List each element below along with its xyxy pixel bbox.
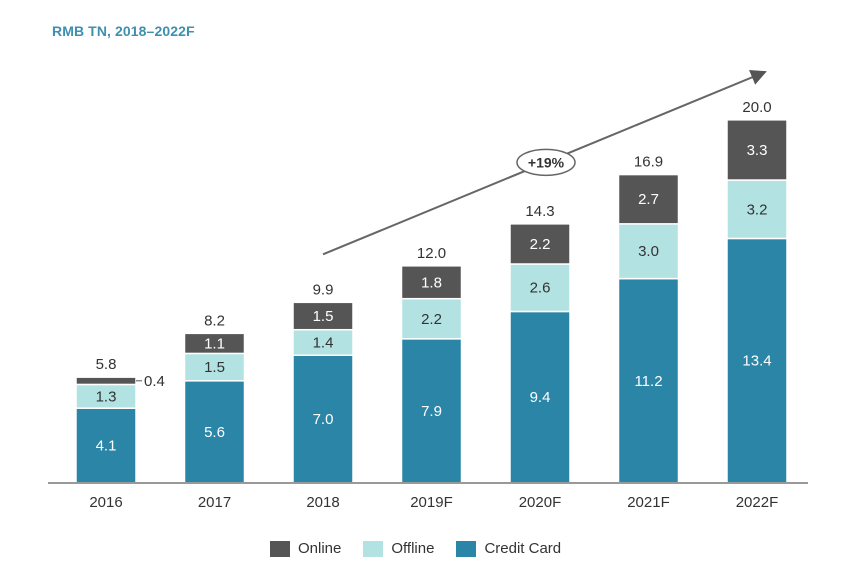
bar-segment-online-2020f bbox=[509, 223, 571, 265]
total-label-2017: 8.2 bbox=[204, 312, 225, 329]
cagr-label: +19% bbox=[528, 154, 565, 170]
legend-swatch-offline bbox=[363, 540, 384, 557]
segment-label-credit-card-2021f: 11.2 bbox=[634, 373, 662, 390]
x-tick-label-2018: 2018 bbox=[306, 494, 339, 511]
bar-segment-offline-2021f bbox=[617, 223, 680, 280]
legend-swatch-online bbox=[270, 540, 290, 557]
bar-segment-offline-2020f bbox=[509, 263, 571, 313]
total-labels: 5.8 8.2 9.9 12.0 14.3 16.9 20.0 bbox=[96, 99, 772, 373]
bar-segment-online-2019f bbox=[400, 265, 463, 300]
bar-segment-credit-card-2022f bbox=[726, 237, 788, 484]
segment-label-offline-2022f: 3.2 bbox=[747, 201, 768, 218]
legend-label-online: Online bbox=[298, 540, 342, 557]
segment-label-offline-2020f: 2.6 bbox=[530, 280, 551, 297]
segment-label-online-2017: 1.1 bbox=[204, 335, 225, 352]
segment-label-online-2016: 0.4 bbox=[144, 373, 165, 390]
segment-label-online-2019f: 1.8 bbox=[421, 274, 442, 291]
segment-label-online-2022f: 3.3 bbox=[747, 142, 768, 159]
x-tick-label-2021f: 2021F bbox=[627, 494, 670, 511]
segment-label-online-2020f: 2.2 bbox=[530, 236, 551, 253]
segment-label-online-2021f: 2.7 bbox=[638, 191, 659, 208]
x-tick-label-2017: 2017 bbox=[198, 494, 231, 511]
segment-label-credit-card-2016: 4.1 bbox=[96, 438, 117, 455]
segment-label-offline-2016: 1.3 bbox=[96, 388, 117, 405]
total-label-2020f: 14.3 bbox=[525, 203, 554, 220]
chart-subtitle: RMB TN, 2018–2022F bbox=[52, 23, 195, 39]
bar-segment-online-2022f bbox=[726, 119, 788, 181]
bar-segment-online-2016 bbox=[75, 376, 137, 386]
total-label-2022f: 20.0 bbox=[742, 99, 771, 116]
bar-segment-online-2021f bbox=[617, 173, 680, 225]
legend-item-credit-card: Credit Card bbox=[456, 540, 561, 557]
bar-segment-credit-card-2018 bbox=[292, 354, 354, 484]
x-tick-label-2020f: 2020F bbox=[519, 494, 562, 511]
segment-label-credit-card-2019f: 7.9 bbox=[421, 403, 442, 420]
x-tick-label-2016: 2016 bbox=[89, 494, 122, 511]
cagr-badge bbox=[516, 148, 576, 177]
bar-segment-credit-card-2020f bbox=[509, 310, 571, 484]
x-tick-label-2022f: 2022F bbox=[736, 494, 779, 511]
legend-item-online: Online bbox=[270, 540, 341, 557]
x-tick-label-2019f: 2019F bbox=[410, 494, 453, 511]
legend: Online Offline Credit Card bbox=[270, 540, 583, 557]
total-label-2021f: 16.9 bbox=[634, 154, 663, 171]
segment-label-credit-card-2022f: 13.4 bbox=[742, 353, 771, 370]
legend-label-offline: Offline bbox=[391, 540, 435, 557]
segment-label-online-2018: 1.5 bbox=[313, 308, 334, 325]
bar-segment-credit-card-2016 bbox=[75, 407, 137, 484]
segment-label-credit-card-2017: 5.6 bbox=[204, 424, 225, 441]
bar-segment-offline-2019f bbox=[400, 297, 463, 340]
bar-segment-online-2018 bbox=[292, 301, 354, 331]
legend-item-offline: Offline bbox=[363, 540, 434, 557]
growth-annotation: +19% bbox=[322, 69, 767, 256]
bar-segment-online-2017 bbox=[183, 332, 246, 355]
segment-label-offline-2017: 1.5 bbox=[204, 359, 225, 376]
segment-label-credit-card-2020f: 9.4 bbox=[530, 389, 551, 406]
total-label-2018: 9.9 bbox=[313, 281, 334, 298]
bar-segment-offline-2018 bbox=[292, 328, 354, 357]
segment-label-offline-2021f: 3.0 bbox=[638, 243, 659, 260]
legend-swatch-credit-card bbox=[456, 540, 477, 557]
total-label-2016: 5.8 bbox=[96, 356, 117, 373]
segment-label-offline-2018: 1.4 bbox=[313, 334, 334, 351]
segment-label-offline-2019f: 2.2 bbox=[421, 311, 442, 328]
bar-segment-offline-2022f bbox=[726, 179, 788, 240]
segment-label-credit-card-2018: 7.0 bbox=[313, 411, 334, 428]
legend-label-credit-card: Credit Card bbox=[484, 540, 562, 557]
x-tick-labels: 2016 2017 2018 2019F 2020F 2021F 2022F bbox=[89, 494, 778, 511]
total-label-2019f: 12.0 bbox=[417, 245, 446, 262]
bars-group: 4.1 1.3 0.4 5.6 1.5 1.1 7.0 1.4 1.5 7.9 2.2 1.8 9.4 2… bbox=[75, 119, 788, 484]
